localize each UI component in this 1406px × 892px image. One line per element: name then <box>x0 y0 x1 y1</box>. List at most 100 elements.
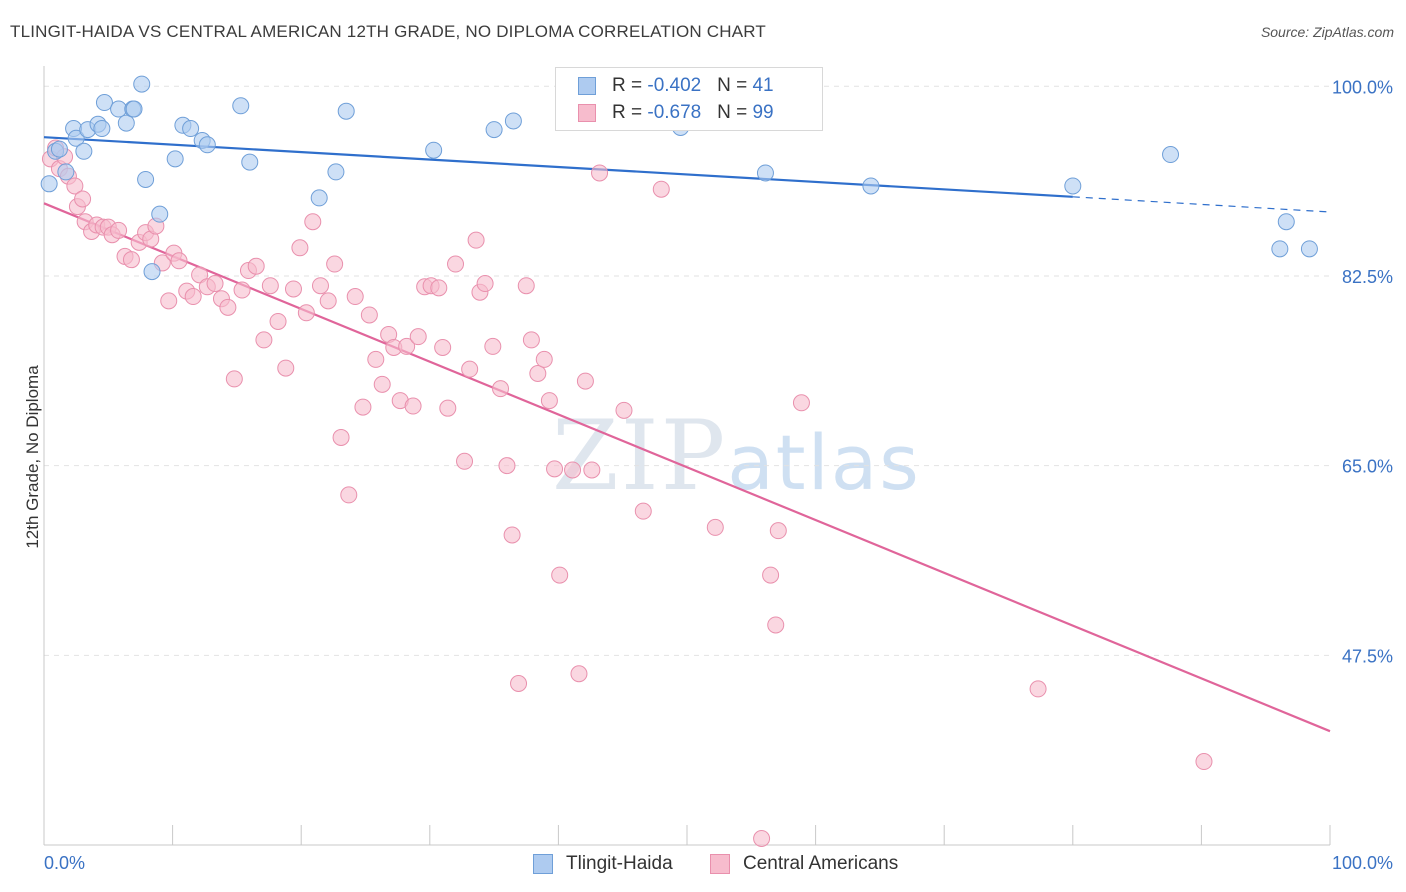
tlingit-haida-point <box>117 114 135 132</box>
y-tick-label: 82.5% <box>1342 267 1393 287</box>
tlingit-haida-point <box>862 177 880 195</box>
central-americans-point <box>706 518 724 536</box>
central-americans-point <box>615 401 633 419</box>
central-americans-trend-line <box>43 202 1331 733</box>
central-americans-point <box>373 375 391 393</box>
central-americans-point <box>122 251 140 269</box>
tlingit-haida-point <box>232 97 250 115</box>
legend-n-label: N = <box>717 102 753 123</box>
central-americans-point <box>184 288 202 306</box>
stats-legend: R = -0.402 N = 41 R = -0.678 N = 99 <box>555 67 823 131</box>
y-tick-label: 47.5% <box>1342 646 1393 666</box>
central-americans-point <box>484 337 502 355</box>
central-americans-point <box>510 674 528 692</box>
central-americans-point <box>367 350 385 368</box>
central-americans-point <box>652 180 670 198</box>
tlingit-haida-point <box>1277 213 1295 231</box>
central-americans-point <box>160 292 178 310</box>
central-americans-point <box>546 460 564 478</box>
central-americans-point <box>498 457 516 475</box>
tlingit-haida-point <box>151 205 169 223</box>
tlingit-haida-point <box>241 153 259 171</box>
tlingit-haida-point <box>485 121 503 139</box>
series-label: Tlingit-Haida <box>566 853 673 874</box>
central-americans-point <box>340 486 358 504</box>
tlingit-haida-point <box>337 102 355 120</box>
tlingit-haida-point <box>1064 177 1082 195</box>
central-americans-point <box>332 428 350 446</box>
series-swatch-pink <box>710 854 730 874</box>
central-americans-point <box>346 288 364 306</box>
tlingit-haida-point <box>95 94 113 112</box>
central-americans-point <box>277 359 295 377</box>
legend-n-value: 41 <box>752 75 774 96</box>
legend-swatch-pink <box>578 104 596 122</box>
y-tick-label: 65.0% <box>1342 457 1393 477</box>
tlingit-haida-point <box>75 142 93 160</box>
y-axis-title: 12th Grade, No Diploma <box>23 365 42 549</box>
central-americans-point <box>225 370 243 388</box>
central-americans-point <box>434 338 452 356</box>
central-americans-point <box>255 331 273 349</box>
tlingit-haida-point <box>50 140 68 158</box>
central-americans-point <box>304 213 322 231</box>
x-tick-label: 100.0% <box>1332 853 1393 873</box>
tlingit-haida-trend-extension <box>1072 196 1331 213</box>
central-americans-point <box>476 275 494 293</box>
tlingit-haida-point <box>182 120 200 138</box>
tlingit-haida-point <box>1271 240 1289 258</box>
tlingit-haida-point <box>133 75 151 93</box>
tlingit-haida-point <box>57 163 75 181</box>
tlingit-haida-point <box>110 100 128 118</box>
tlingit-haida-point <box>67 129 85 147</box>
central-americans-point <box>1029 680 1047 698</box>
tlingit-haida-point <box>137 170 155 188</box>
legend-n-label: N = <box>717 75 753 96</box>
central-americans-point <box>191 266 209 284</box>
central-americans-point <box>409 328 427 346</box>
legend-swatch-blue <box>578 77 596 95</box>
central-americans-point <box>219 298 237 316</box>
central-americans-point <box>503 526 521 544</box>
central-americans-point <box>1195 753 1213 771</box>
chart-title: TLINGIT-HAIDA VS CENTRAL AMERICAN 12TH G… <box>10 22 767 41</box>
central-americans-point <box>767 616 785 634</box>
central-americans-point <box>492 380 510 398</box>
central-americans-point <box>535 350 553 368</box>
central-americans-point <box>74 190 92 208</box>
central-americans-point <box>319 292 337 310</box>
tlingit-haida-point <box>756 164 774 182</box>
legend-r-label: R = <box>612 102 648 123</box>
tlingit-haida-point <box>310 189 328 207</box>
central-americans-point <box>206 275 224 293</box>
legend-r-value: -0.678 <box>647 102 702 123</box>
central-americans-point <box>430 279 448 297</box>
central-americans-point <box>583 461 601 479</box>
central-americans-point <box>247 257 265 275</box>
central-americans-point <box>447 255 465 273</box>
x-tick-label: 0.0% <box>44 853 85 873</box>
tlingit-haida-point <box>93 120 111 138</box>
tlingit-haida-point <box>327 163 345 181</box>
central-americans-point <box>792 394 810 412</box>
central-americans-point <box>570 665 588 683</box>
tlingit-haida-point <box>1162 146 1180 164</box>
central-americans-point <box>284 280 302 298</box>
y-tick-label: 100.0% <box>1332 77 1393 97</box>
legend-n-value: 99 <box>752 102 774 123</box>
central-americans-point <box>261 277 279 295</box>
central-americans-point <box>540 392 558 410</box>
central-americans-point <box>398 337 416 355</box>
legend-r-label: R = <box>612 75 648 96</box>
central-americans-point <box>297 304 315 322</box>
central-americans-point <box>354 398 372 416</box>
central-americans-point <box>551 566 569 584</box>
central-americans-point <box>326 255 344 273</box>
central-americans-point <box>564 461 582 479</box>
legend-r-value: -0.402 <box>647 75 702 96</box>
tlingit-haida-point <box>166 150 184 168</box>
central-americans-point <box>360 306 378 324</box>
central-americans-point <box>769 522 787 540</box>
tlingit-haida-point <box>504 112 522 130</box>
trend-lines <box>43 136 1331 733</box>
